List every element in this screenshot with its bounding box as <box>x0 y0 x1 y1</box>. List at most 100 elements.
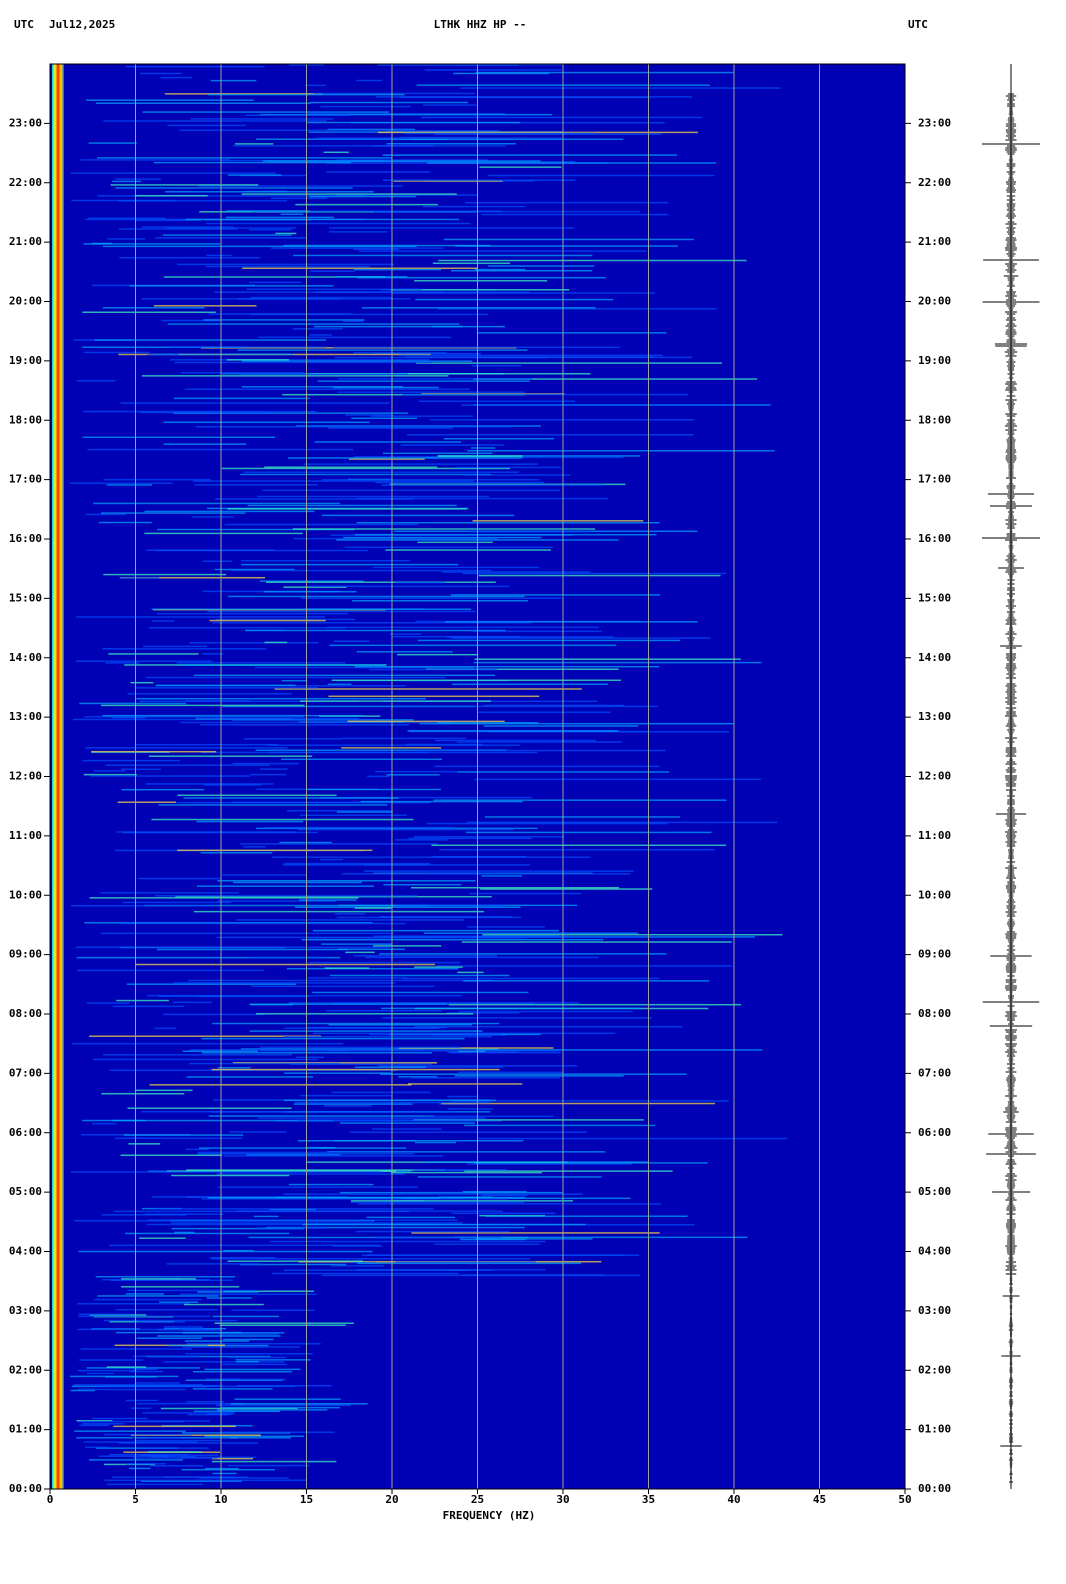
spectrogram-texture <box>358 1203 662 1205</box>
spectrogram-texture <box>238 298 342 300</box>
spectrogram-texture <box>82 311 216 313</box>
spectrogram-texture <box>356 497 608 500</box>
spectrogram-texture <box>186 1401 224 1403</box>
spectrogram-texture <box>338 948 405 951</box>
spectrogram-texture <box>83 773 137 776</box>
spectrogram-texture <box>341 747 442 749</box>
spectrogram-texture <box>381 484 604 486</box>
spectrogram-texture <box>283 586 347 588</box>
spectrogram-texture <box>486 731 730 733</box>
spectrogram-texture <box>344 546 554 549</box>
spectrogram-texture <box>257 1117 486 1119</box>
spectrogram-texture <box>152 620 175 622</box>
spectrogram-texture <box>460 87 781 89</box>
y-tick-label: 10:00 <box>918 888 951 901</box>
spectrogram-texture <box>314 137 412 140</box>
spectrogram-texture <box>288 1183 374 1186</box>
x-axis-label: FREQUENCY (HZ) <box>443 1509 536 1522</box>
spectrogram-texture <box>189 1062 341 1065</box>
spectrogram-texture <box>71 1042 344 1045</box>
spectrogram-texture <box>89 1035 321 1037</box>
spectrogram-texture <box>460 404 737 406</box>
spectrogram-texture <box>373 352 481 355</box>
y-tick-label: 14:00 <box>9 651 42 664</box>
spectrogram-texture <box>302 1223 586 1226</box>
spectrogram-texture <box>236 1384 332 1387</box>
spectrogram-texture <box>127 1289 256 1292</box>
spectrogram-texture <box>108 1244 381 1247</box>
spectrogram-texture <box>299 700 491 702</box>
spectrogram-texture <box>309 195 417 198</box>
spectrogram-texture <box>247 504 457 507</box>
y-tick-label: 08:00 <box>918 1007 951 1020</box>
spectrogram-texture <box>150 1465 204 1467</box>
spectrogram-texture <box>437 455 641 457</box>
spectrogram-texture <box>255 749 507 751</box>
spectrogram-texture <box>292 528 596 530</box>
spectrogram-texture <box>309 334 332 336</box>
spectrogram-texture <box>390 289 570 291</box>
spectrogram-texture <box>446 1012 520 1014</box>
spectrogram-texture <box>350 1261 376 1264</box>
spectrogram-texture <box>445 621 698 623</box>
spectrogram-texture <box>185 218 460 221</box>
spectrogram-texture <box>383 883 462 886</box>
spectrogram-texture <box>329 644 617 647</box>
spectrogram-texture <box>206 1413 233 1416</box>
spectrogram-texture <box>414 966 463 968</box>
spectrogram-texture <box>105 662 140 664</box>
spectrogram-texture <box>134 1089 193 1092</box>
spectrogram-texture <box>366 1216 456 1219</box>
spectrogram-texture <box>76 969 265 972</box>
spectrogram-texture <box>117 801 176 803</box>
spectrogram-texture <box>189 642 319 644</box>
spectrogram-texture <box>183 1303 264 1306</box>
spectrogram-texture <box>260 1050 560 1052</box>
spectrogram-texture <box>484 816 680 818</box>
spectrogram-texture <box>352 599 528 602</box>
spectrogram-texture <box>231 1309 315 1312</box>
spectrogram-texture <box>229 1131 287 1133</box>
spectrogram-texture <box>372 566 540 569</box>
spectrogram-texture <box>324 967 370 969</box>
spectrogram-texture <box>155 353 294 356</box>
spectrogram-texture <box>179 129 410 131</box>
spectrogram-texture <box>220 1406 340 1409</box>
spectrogram-texture <box>82 759 181 762</box>
spectrogram-texture <box>154 1208 434 1210</box>
spectrogram-texture <box>342 737 466 740</box>
spectrogram-texture <box>174 361 433 364</box>
spectrogram-texture <box>221 467 511 470</box>
spectrogram-texture <box>212 622 532 624</box>
spectrogram-texture <box>386 142 516 145</box>
spectrogram-texture <box>93 502 340 505</box>
spectrogram-texture <box>414 1169 507 1171</box>
spectrogram-texture <box>137 877 221 880</box>
x-tick-label: 45 <box>813 1493 826 1506</box>
spectrogram-texture <box>240 1048 499 1050</box>
spectrogram-texture <box>232 762 300 765</box>
spectrogram-texture <box>135 219 201 222</box>
spectrogram-texture <box>356 521 660 524</box>
spectrogram-texture <box>154 895 418 897</box>
spectrogram-texture <box>170 1222 463 1224</box>
spectrogram-texture <box>371 415 474 417</box>
spectrogram-texture <box>182 1050 258 1053</box>
spectrogram-texture <box>284 1027 440 1029</box>
spectrogram-texture <box>475 1238 593 1240</box>
spectrogram-texture <box>266 1226 525 1229</box>
spectrogram-texture <box>464 201 669 204</box>
spectrogram-texture <box>144 532 303 535</box>
spectrogram-texture <box>487 174 715 177</box>
y-tick-label: 07:00 <box>9 1066 42 1079</box>
spectrogram-texture <box>155 237 307 239</box>
spectrogram-texture <box>202 560 232 563</box>
spectrogram-texture <box>292 328 343 330</box>
spectrogram-texture <box>275 1120 502 1122</box>
spectrogram-texture <box>397 653 479 656</box>
spectrogram-texture <box>382 179 576 181</box>
spectrogram-texture <box>431 844 727 847</box>
spectrogram-texture <box>467 926 545 928</box>
spectrogram-texture <box>215 618 356 621</box>
spectrogram-texture <box>243 846 266 848</box>
